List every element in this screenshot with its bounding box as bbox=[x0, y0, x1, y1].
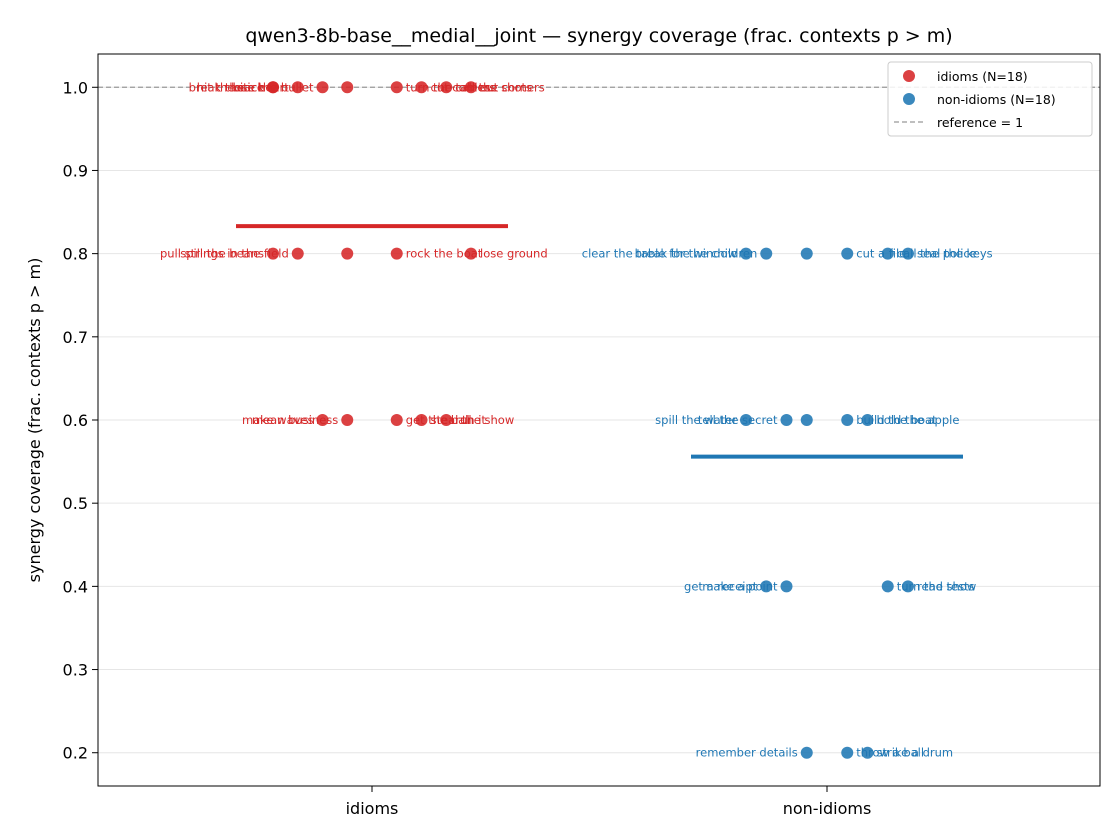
point-label-non-idioms-1: clear the table for the children bbox=[582, 247, 757, 261]
point-idioms-3 bbox=[316, 81, 329, 94]
point-label-idioms-15: mean business bbox=[252, 413, 338, 427]
point-idioms-5 bbox=[390, 81, 403, 94]
point-idioms-18 bbox=[440, 414, 453, 426]
point-idioms-4 bbox=[341, 81, 354, 94]
point-label-non-idioms-16: throw a ball bbox=[856, 746, 924, 760]
chart-title: qwen3-8b-base__medial__joint — synergy c… bbox=[245, 25, 952, 47]
point-label-idioms-3: bite the bullet bbox=[233, 80, 314, 94]
point-label-idioms-6: cut corners bbox=[431, 80, 496, 94]
y-tick-label-3: 0.5 bbox=[63, 494, 88, 513]
point-label-idioms-7: call the shots bbox=[455, 80, 532, 94]
point-idioms-6 bbox=[415, 81, 428, 94]
y-tick-label-2: 0.4 bbox=[63, 577, 88, 596]
point-label-non-idioms-3: cut a file bbox=[856, 247, 906, 261]
y-tick-label-5: 0.7 bbox=[63, 328, 88, 347]
point-non-idioms-14 bbox=[902, 580, 914, 593]
point-label-idioms-2: lose heart bbox=[231, 80, 289, 94]
point-label-non-idioms-11: get a receipt bbox=[684, 579, 758, 593]
data-points bbox=[267, 81, 914, 759]
point-label-non-idioms-17: strike a drum bbox=[877, 746, 954, 760]
point-non-idioms-7 bbox=[780, 414, 793, 426]
y-tick-label-1: 0.3 bbox=[63, 661, 88, 680]
point-label-non-idioms-6: spill the water bbox=[655, 413, 737, 427]
point-label-idioms-9: spill the beans bbox=[180, 247, 264, 261]
point-idioms-10 bbox=[291, 247, 304, 260]
point-idioms-16 bbox=[390, 414, 403, 426]
point-label-non-idioms-7: tell the secret bbox=[698, 413, 778, 427]
x-tick-label-non-idioms: non-idioms bbox=[783, 799, 872, 818]
point-label-idioms-1: break the ice bbox=[189, 80, 264, 94]
point-label-idioms-0: hit the sack bbox=[197, 80, 265, 94]
point-non-idioms-9 bbox=[841, 414, 854, 426]
y-axis-label: synergy coverage (frac. contexts p > m) bbox=[25, 258, 44, 583]
legend-box bbox=[887, 61, 1093, 137]
point-non-idioms-5 bbox=[902, 247, 914, 260]
y-tick-label-0: 0.2 bbox=[63, 744, 88, 763]
point-label-idioms-5: turn the tables bbox=[406, 80, 491, 94]
legend-label-reference: reference = 1 bbox=[937, 115, 1023, 130]
point-label-idioms-14: make waves bbox=[242, 413, 314, 427]
y-axis: 0.2 0.3 0.4 0.5 0.6 0.7 0.8 0.9 1.0 bbox=[63, 78, 98, 763]
point-label-non-idioms-9: build the boat bbox=[856, 413, 937, 427]
legend-marker-non-idioms bbox=[903, 93, 915, 105]
point-non-idioms-2 bbox=[800, 247, 813, 260]
legend-label-non-idioms: non-idioms (N=18) bbox=[937, 92, 1056, 107]
point-non-idioms-13 bbox=[881, 580, 894, 593]
point-label-idioms-8: cut corners bbox=[480, 80, 545, 94]
point-non-idioms-3 bbox=[841, 247, 854, 260]
legend: idioms (N=18) non-idioms (N=18) reference … bbox=[887, 61, 1093, 137]
point-idioms-14 bbox=[316, 414, 329, 426]
y-tick-label-7: 0.9 bbox=[63, 161, 88, 180]
point-label-idioms-13: lose ground bbox=[480, 247, 548, 261]
point-non-idioms-10 bbox=[861, 414, 874, 426]
point-label-non-idioms-14: read tests bbox=[917, 579, 975, 593]
x-tick-label-idioms: idioms bbox=[346, 799, 399, 818]
point-non-idioms-17 bbox=[861, 746, 874, 759]
point-non-idioms-12 bbox=[780, 580, 793, 593]
point-idioms-17 bbox=[415, 414, 428, 426]
point-idioms-1 bbox=[267, 81, 279, 94]
point-label-non-idioms-10: hold the apple bbox=[877, 413, 960, 427]
point-non-idioms-16 bbox=[841, 746, 854, 759]
point-label-idioms-12: rock the boat bbox=[406, 247, 483, 261]
point-label-non-idioms-0: break the window bbox=[635, 247, 737, 261]
point-non-idioms-4 bbox=[881, 247, 894, 260]
point-non-idioms-6 bbox=[740, 414, 752, 426]
point-label-non-idioms-5: seal the keys bbox=[917, 247, 993, 261]
mean-bars bbox=[236, 224, 963, 459]
point-label-non-idioms-4: call the police bbox=[897, 247, 977, 261]
point-label-idioms-17: steal the show bbox=[431, 413, 515, 427]
point-idioms-7 bbox=[440, 81, 453, 94]
point-idioms-12 bbox=[390, 247, 403, 260]
point-label-non-idioms-15: remember details bbox=[696, 746, 798, 760]
point-label-idioms-18: run it bbox=[455, 413, 486, 427]
y-tick-label-8: 1.0 bbox=[63, 78, 88, 97]
point-idioms-9 bbox=[267, 247, 279, 260]
point-idioms-15 bbox=[341, 414, 354, 426]
point-non-idioms-8 bbox=[800, 414, 813, 426]
point-non-idioms-11 bbox=[760, 580, 773, 593]
point-label-non-idioms-13: turn the show bbox=[897, 579, 977, 593]
point-idioms-13 bbox=[465, 247, 477, 260]
point-idioms-8 bbox=[465, 81, 477, 94]
point-non-idioms-0 bbox=[740, 247, 752, 260]
y-tick-label-4: 0.6 bbox=[63, 411, 88, 430]
gridlines bbox=[98, 86, 1100, 754]
point-label-non-idioms-12: make a point bbox=[702, 579, 778, 593]
legend-marker-idioms bbox=[903, 70, 915, 82]
legend-label-idioms: idioms (N=18) bbox=[937, 69, 1028, 84]
y-tick-label-6: 0.8 bbox=[63, 245, 88, 264]
point-non-idioms-15 bbox=[800, 746, 813, 759]
point-idioms-2 bbox=[291, 81, 304, 94]
point-label-idioms-10: pull strings in the field bbox=[160, 247, 289, 261]
point-non-idioms-1 bbox=[760, 247, 773, 260]
point-idioms-11 bbox=[341, 247, 354, 260]
x-axis: idioms non-idioms bbox=[346, 786, 872, 818]
point-label-idioms-16: get the ball bbox=[406, 413, 472, 427]
